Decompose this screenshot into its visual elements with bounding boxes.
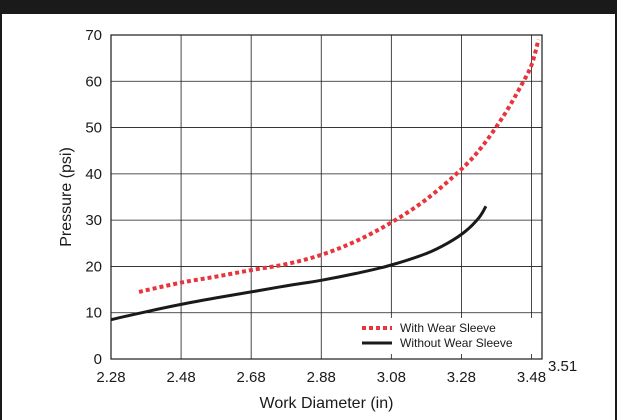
y-tick-labels: 0 10 20 30 40 50 60 70 (85, 27, 102, 368)
x-tick-label-2: 2.68 (237, 369, 266, 386)
x-end-tick-label: 3.51 (548, 358, 577, 375)
x-tick-labels: 2.28 2.48 2.68 2.88 3.08 3.28 3.48 (96, 369, 546, 386)
x-tick-label-5: 3.28 (447, 369, 476, 386)
legend-label-with-wear-sleeve: With Wear Sleeve (400, 321, 496, 335)
grid-lines (110, 34, 542, 360)
y-tick-label-1: 10 (85, 305, 102, 322)
x-tick-label-3: 2.88 (307, 369, 336, 386)
y-tick-label-3: 30 (85, 212, 102, 229)
series-group (110, 39, 541, 322)
x-tick-label-4: 3.08 (377, 369, 406, 386)
legend: With Wear Sleeve Without Wear Sleeve (358, 318, 534, 354)
x-tick-label-6: 3.48 (517, 369, 546, 386)
x-tick-label-0: 2.28 (96, 369, 125, 386)
y-tick-label-4: 40 (85, 166, 102, 183)
x-axis-title: Work Diameter (in) (260, 395, 394, 412)
plot-border (110, 34, 543, 360)
y-tick-label-5: 50 (85, 120, 102, 137)
y-tick-label-7: 70 (85, 27, 102, 44)
series-line-1 (110, 205, 488, 322)
legend-background (358, 318, 534, 354)
y-tick-label-2: 20 (85, 258, 102, 275)
series-line-0 (138, 39, 541, 294)
y-tick-label-6: 60 (85, 73, 102, 90)
y-tick-label-0: 0 (94, 351, 102, 368)
x-tick-label-1: 2.48 (166, 369, 195, 386)
legend-label-without-wear-sleeve: Without Wear Sleeve (400, 336, 513, 350)
y-axis-title: Pressure (psi) (58, 147, 75, 247)
